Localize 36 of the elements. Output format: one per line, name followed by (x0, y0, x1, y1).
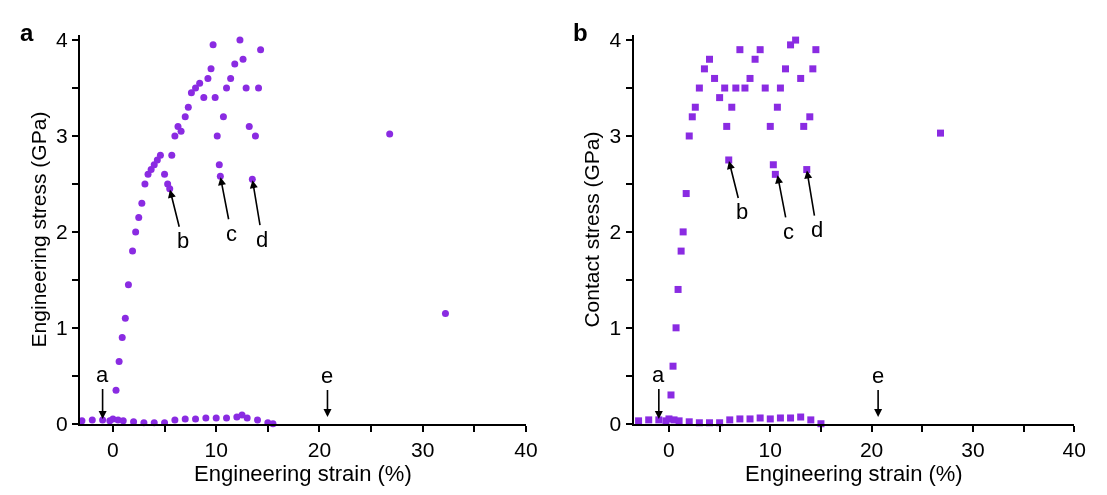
annotation: d (811, 217, 824, 242)
y-tick-label: 0 (609, 412, 622, 436)
annotation: a (96, 362, 109, 387)
y-axis-title: Contact stress (GPa) (580, 131, 604, 328)
text: b (573, 19, 588, 46)
x-tick-label: 20 (859, 437, 884, 461)
x-tick-label: 10 (758, 437, 782, 461)
annotation: a (652, 362, 665, 387)
y-tick-label: 3 (609, 124, 622, 148)
annotation: e (872, 363, 885, 388)
y-tick-label: 1 (55, 316, 68, 340)
x-tick-label: 30 (411, 437, 435, 461)
y-tick-label: 3 (55, 124, 68, 148)
x-tick-label: 0 (107, 437, 119, 461)
x-tick-label: 40 (1062, 437, 1086, 461)
annotation: b (177, 228, 190, 253)
y-tick-label: 4 (609, 28, 622, 52)
y-tick-label: 0 (55, 412, 68, 436)
annotation: b (736, 199, 749, 224)
x-tick-label: 20 (307, 437, 332, 461)
x-tick-label: 40 (514, 437, 538, 461)
x-tick-label: 10 (204, 437, 228, 461)
y-tick-label: 2 (55, 220, 68, 244)
y-tick-label: 1 (609, 316, 622, 340)
annotation: d (256, 227, 269, 252)
x-tick-label: 0 (663, 437, 675, 461)
annotation: c (226, 221, 237, 246)
text: a (20, 19, 34, 46)
y-tick-label: 4 (55, 28, 68, 52)
x-axis-title: Engineering strain (%) (194, 460, 412, 486)
annotation: e (321, 363, 334, 388)
y-axis-title: Engineering stress (GPa) (26, 111, 50, 348)
x-axis-title: Engineering strain (%) (745, 460, 963, 486)
y-tick-label: 2 (609, 220, 622, 244)
annotation: c (783, 219, 794, 244)
x-tick-label: 30 (961, 437, 985, 461)
